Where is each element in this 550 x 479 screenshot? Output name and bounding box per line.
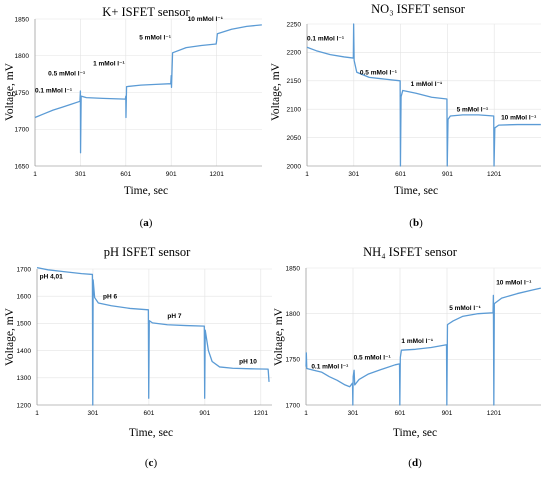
chart0-concentration-label: 0.5 mMol l⁻¹ <box>48 71 85 78</box>
chart2-x-tick-label: 1201 <box>254 410 269 417</box>
chart0-x-tick-label: 301 <box>75 171 86 178</box>
chart0-x-tick-label: 1201 <box>209 171 224 178</box>
chart1-x-tick-label: 901 <box>442 171 453 178</box>
chart2-y-tick-label: 1500 <box>17 321 32 328</box>
chart0-y-tick-label: 1700 <box>15 127 30 134</box>
chart1-y-tick-label: 2050 <box>287 135 302 142</box>
chart3-title: NH₄ ISFET sensor <box>363 245 458 259</box>
chart2-panel-label: (c) <box>145 457 158 469</box>
chart1-concentration-label: 0.1 mMol l⁻¹ <box>307 35 344 42</box>
chart1-concentration-label: 0.5 mMol l⁻¹ <box>360 70 397 77</box>
chart3-x-tick-label: 301 <box>348 410 359 417</box>
chart2-y-tick-label: 1200 <box>17 402 32 409</box>
chart0-title: K+ ISFET sensor <box>102 5 190 19</box>
chart3-y-axis-label: Voltage, mV <box>273 307 285 366</box>
chart1-title: NO₃ ISFET sensor <box>371 2 466 16</box>
chart2-y-tick-label: 1600 <box>17 294 32 301</box>
chart3-concentration-label: 1 mMol l⁻¹ <box>401 338 433 345</box>
chart3-x-tick-label: 1201 <box>487 410 502 417</box>
chart0-concentration-label: 5 mMol l⁻¹ <box>139 35 171 42</box>
chart1-x-tick-label: 301 <box>348 171 359 178</box>
chart0-y-tick-label: 1800 <box>15 53 30 60</box>
chart1-y-tick-label: 2200 <box>287 50 302 57</box>
chart1-concentration-label: 10 mMol l⁻¹ <box>501 114 536 121</box>
chart0-concentration-label: 1 mMol l⁻¹ <box>93 60 125 67</box>
chart0-y-tick-label: 1850 <box>15 16 30 23</box>
chart3-concentration-label: 0.5 mMol l⁻¹ <box>354 354 391 361</box>
chart3-x-tick-label: 601 <box>395 410 406 417</box>
chart1-x-axis-label: Time, sec <box>394 185 438 197</box>
chart2-concentration-label: pH 4,01 <box>40 274 64 281</box>
chart2-concentration-label: pH 10 <box>239 359 257 366</box>
chart2-y-tick-label: 1700 <box>17 266 32 273</box>
chart3-y-tick-label: 1700 <box>286 402 301 409</box>
chart0-x-tick-label: 601 <box>120 171 131 178</box>
chart2-y-tick-label: 1400 <box>17 348 32 355</box>
chart1-concentration-label: 1 mMol l⁻¹ <box>411 81 443 88</box>
chart2-x-tick-label: 301 <box>88 410 99 417</box>
chart2-y-axis-label: Voltage, mV <box>4 307 16 366</box>
chart3-x-tick-label: 901 <box>442 410 453 417</box>
chart0-y-tick-label: 1650 <box>15 163 30 170</box>
chart2-concentration-label: pH 6 <box>103 293 117 300</box>
chart3-series-line <box>305 287 541 406</box>
chart0-x-axis-label: Time, sec <box>124 185 168 197</box>
chart2-x-tick-label: 901 <box>199 410 210 417</box>
chart0-series-line <box>34 24 262 154</box>
chart0-concentration-label: 10 mMol l⁻¹ <box>188 16 223 23</box>
chart1-panel-label: (b) <box>409 217 423 229</box>
chart3-concentration-label: 10 mMol l⁻¹ <box>496 279 531 286</box>
chart1-concentration-label: 5 mMol l⁻¹ <box>457 106 489 113</box>
chart1-x-tick-label: 601 <box>395 171 406 178</box>
chart0-x-tick-label: 901 <box>166 171 177 178</box>
chart0-x-tick-label: 1 <box>33 171 37 178</box>
chart0-y-tick-label: 1750 <box>15 90 30 97</box>
chart2-series-line <box>36 267 270 406</box>
chart0-concentration-label: 0.1 mMol l⁻¹ <box>35 88 72 95</box>
chart3-concentration-label: 5 mMol l⁻¹ <box>449 305 481 312</box>
chart3-x-axis-label: Time, sec <box>393 427 437 439</box>
chart2-x-tick-label: 601 <box>143 410 154 417</box>
chart1-y-tick-label: 2150 <box>287 78 302 85</box>
chart3-y-tick-label: 1750 <box>286 357 301 364</box>
chart3-y-tick-label: 1850 <box>286 265 301 272</box>
chart1-x-tick-label: 1201 <box>487 171 502 178</box>
chart1-y-tick-label: 2250 <box>287 21 302 28</box>
chart0-y-axis-label: Voltage, mV <box>4 62 16 121</box>
chart2-x-axis-label: Time, sec <box>129 427 173 439</box>
chart3-y-tick-label: 1800 <box>286 311 301 318</box>
chart1-y-tick-label: 2100 <box>287 107 302 114</box>
chart3-panel-label: (d) <box>408 457 422 469</box>
chart1-y-tick-label: 2000 <box>287 163 302 170</box>
chart3-concentration-label: 0.1 mMol l⁻¹ <box>311 363 348 370</box>
chart2-y-tick-label: 1300 <box>17 375 32 382</box>
chart0-panel-label: (a) <box>140 217 153 229</box>
chart3-x-tick-label: 1 <box>304 410 308 417</box>
chart1-series-line <box>306 23 541 167</box>
chart1-x-tick-label: 1 <box>305 171 309 178</box>
chart2-concentration-label: pH 7 <box>167 313 181 320</box>
chart2-x-tick-label: 1 <box>35 410 39 417</box>
chart2-title: pH ISFET sensor <box>104 245 191 259</box>
chart1-y-axis-label: Voltage, mV <box>270 62 282 121</box>
